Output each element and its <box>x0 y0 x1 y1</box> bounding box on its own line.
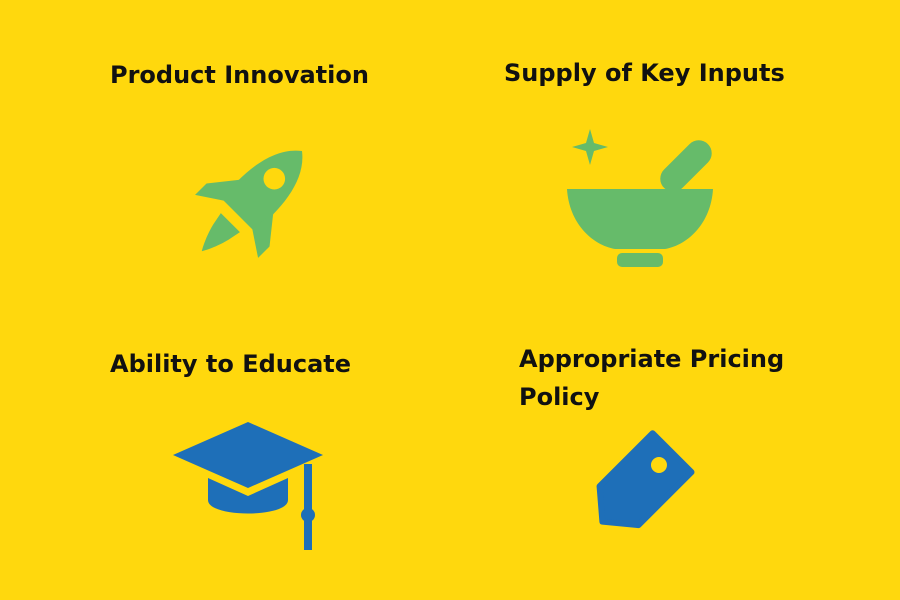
card-title-line: Appropriate Pricing Policy <box>519 345 785 411</box>
card-title: Appropriate Pricing Policy <box>519 340 789 416</box>
rocket-icon <box>195 150 303 258</box>
card-title: Supply of Key Inputs <box>504 59 785 87</box>
card-title: Product Innovation <box>110 61 369 89</box>
card-title: Ability to Educate <box>110 350 352 378</box>
graduation-cap-icon <box>173 422 323 550</box>
mortar-pestle-icon <box>567 129 713 267</box>
price-tag-icon <box>596 430 695 529</box>
